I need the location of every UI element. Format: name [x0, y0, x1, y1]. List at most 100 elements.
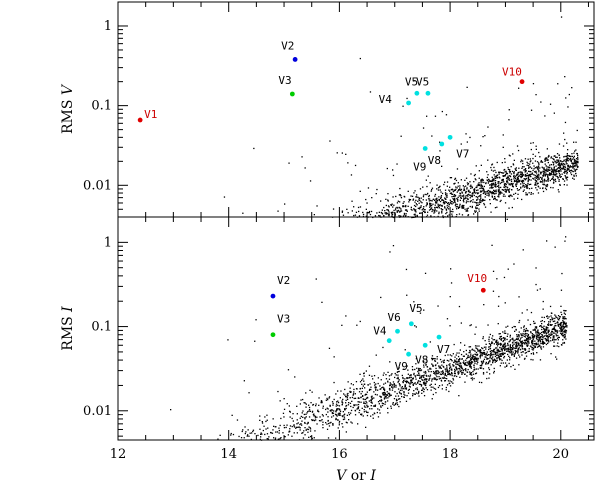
field-star-point [492, 186, 494, 189]
field-star-point [507, 350, 509, 352]
field-star-point [562, 342, 564, 344]
field-star-point [546, 332, 548, 334]
field-star-point [547, 166, 550, 168]
field-star-point [557, 339, 559, 341]
field-star-point [401, 389, 403, 391]
field-star-point [444, 202, 446, 204]
field-star-point [454, 189, 456, 191]
field-star-point [363, 402, 365, 404]
field-star-point [498, 295, 500, 298]
field-star-point [364, 394, 366, 396]
field-star-point [530, 193, 532, 195]
field-star-point [526, 329, 528, 332]
field-star-point [547, 337, 549, 339]
field-star-point [448, 371, 450, 373]
field-star-point [478, 203, 481, 205]
field-star-point [437, 370, 439, 372]
field-star-point [476, 193, 479, 195]
field-star-point [374, 405, 376, 407]
field-star-point [530, 353, 532, 355]
field-star-point [529, 170, 531, 173]
field-star-point [563, 156, 565, 158]
field-star-point [552, 173, 555, 175]
field-star-point [524, 179, 527, 181]
field-star-point [445, 195, 447, 197]
field-star-point [415, 392, 418, 394]
field-star-point [440, 196, 442, 199]
field-star-point [505, 332, 507, 334]
field-star-point [341, 324, 343, 326]
field-star-point [561, 163, 563, 165]
field-star-point [399, 187, 401, 190]
y-axis-label: RMS I [60, 306, 76, 351]
field-star-point [241, 430, 243, 433]
field-star-point [474, 211, 476, 213]
field-star-point [423, 382, 426, 384]
field-star-point [488, 361, 490, 363]
field-star-point [441, 364, 443, 366]
field-star-point [553, 168, 555, 170]
field-star-point [504, 366, 506, 368]
field-star-point [358, 397, 360, 399]
field-star-point [509, 347, 511, 349]
field-star-point [465, 359, 467, 361]
field-star-point [393, 209, 395, 212]
field-star-point [475, 373, 477, 375]
field-star-point [446, 384, 449, 386]
field-star-point [461, 192, 464, 194]
field-star-point [459, 205, 461, 207]
field-star-point [524, 158, 527, 160]
field-star-point [508, 188, 511, 190]
field-star-point [456, 214, 458, 216]
field-star-point [346, 208, 348, 210]
field-star-point [476, 353, 479, 355]
field-star-point [327, 408, 329, 410]
field-star-point [337, 408, 339, 410]
field-star-point [535, 337, 538, 339]
field-star-point [492, 360, 494, 363]
field-star-point [465, 370, 467, 372]
field-star-point [413, 192, 415, 194]
field-star-point [502, 134, 504, 136]
field-star-point [236, 419, 239, 421]
field-star-point [392, 169, 394, 171]
field-star-point [432, 378, 434, 380]
field-star-point [573, 165, 575, 167]
field-star-point [313, 420, 316, 422]
field-star-point [539, 187, 541, 189]
field-star-point [467, 207, 469, 209]
field-star-point [397, 378, 399, 380]
field-star-point [445, 114, 448, 116]
field-star-point [534, 340, 536, 342]
field-star-point [446, 205, 448, 207]
field-star-point [479, 367, 482, 369]
field-star-point [345, 153, 347, 155]
field-star-point [436, 184, 438, 186]
field-star-point [266, 433, 269, 435]
field-star-point [463, 188, 465, 190]
field-star-point [509, 336, 511, 338]
field-star-point [418, 199, 420, 201]
field-star-point [543, 330, 546, 332]
field-star-point [564, 316, 566, 318]
field-star-point [435, 364, 437, 366]
field-star-point [572, 166, 574, 168]
field-star-point [513, 172, 515, 174]
field-star-point [299, 403, 301, 405]
field-star-point [310, 402, 312, 404]
field-star-point [455, 206, 457, 208]
field-star-point [364, 387, 366, 389]
field-star-point [483, 352, 485, 354]
field-star-point [366, 406, 368, 408]
field-star-point [335, 403, 338, 405]
variable-label-v8: V8 [428, 154, 441, 167]
field-star-point [429, 384, 431, 386]
field-star-point [353, 404, 356, 407]
field-star-point [407, 369, 409, 371]
field-star-point [346, 422, 348, 424]
field-star-point [475, 206, 477, 208]
field-star-point [559, 325, 562, 327]
field-star-point [527, 337, 529, 339]
field-star-point [375, 388, 377, 390]
field-star-point [377, 408, 379, 410]
